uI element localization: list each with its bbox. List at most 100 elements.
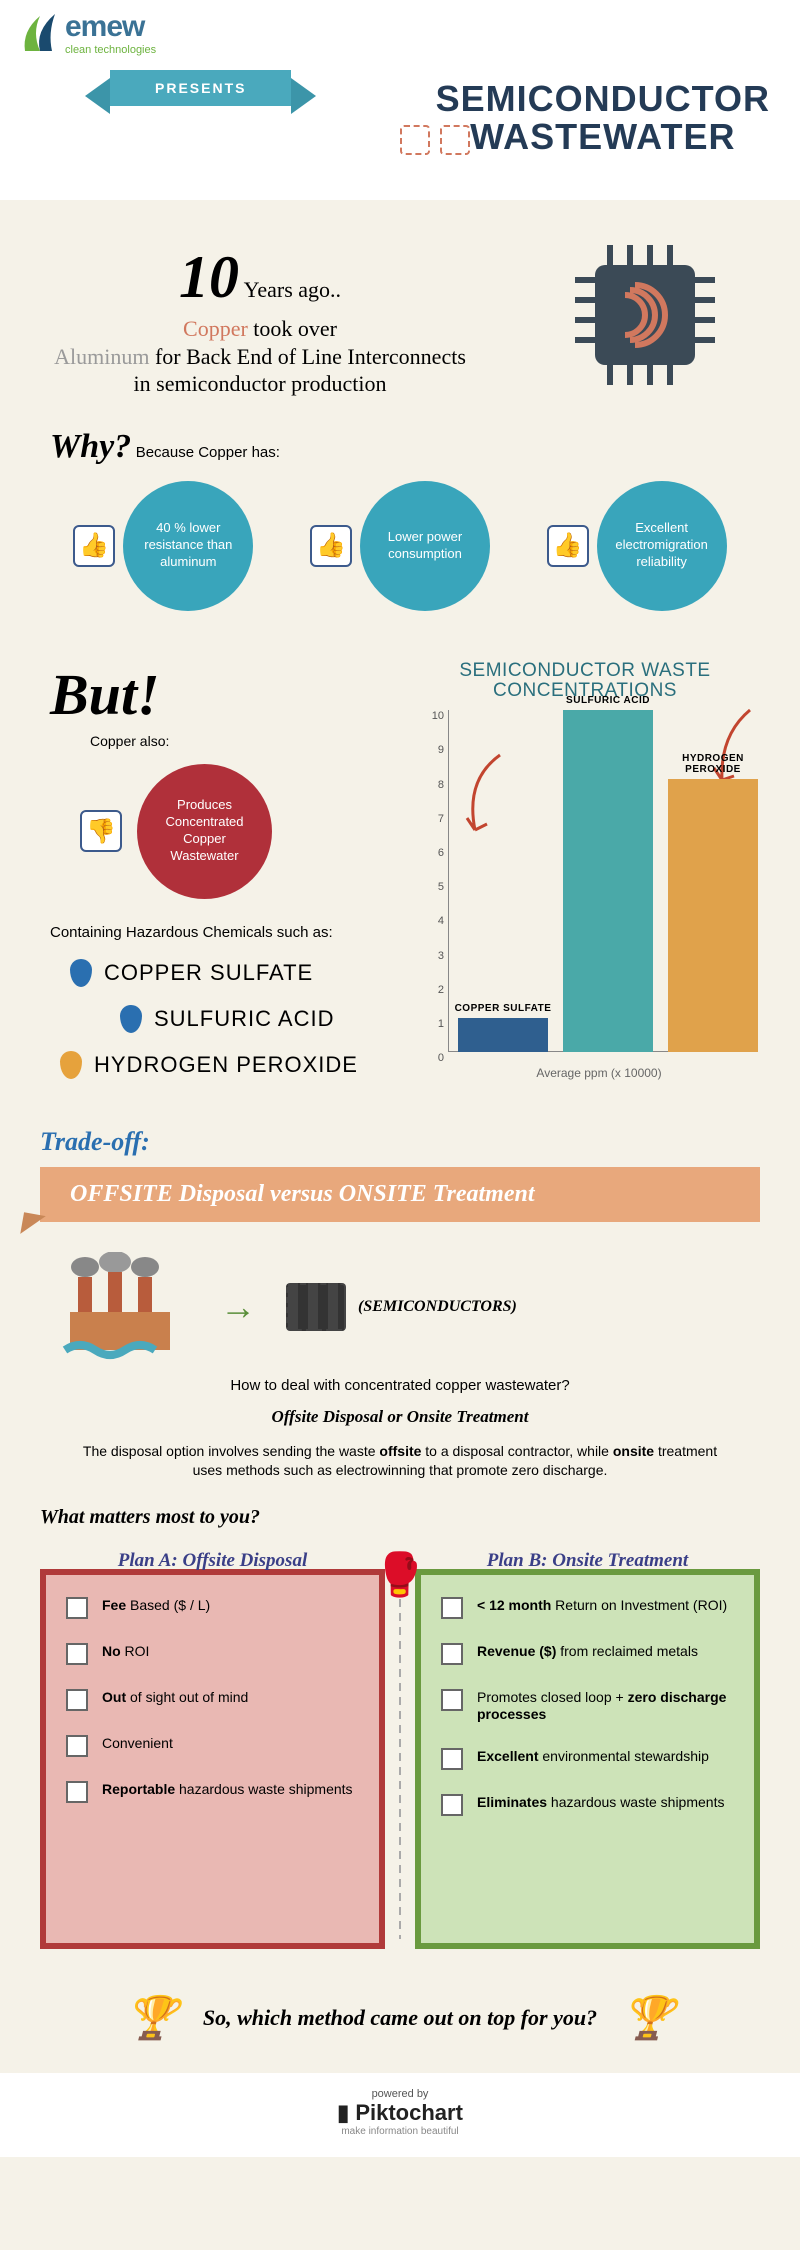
chemical-list: COPPER SULFATE SULFURIC ACID HYDROGEN PERO…: [50, 959, 390, 1079]
checkbox[interactable]: [441, 1597, 463, 1619]
plan-item-text: < 12 month Return on Investment (ROI): [477, 1597, 727, 1615]
drop-icon: [70, 959, 92, 987]
x-axis-label: Average ppm (x 10000): [448, 1066, 750, 1080]
rope-divider: [399, 1599, 401, 1939]
tradeoff-heading: Trade-off:: [0, 1117, 800, 1157]
trophy-icon: 🏆: [622, 1994, 674, 2043]
plan-item: Eliminates hazardous waste shipments: [441, 1794, 734, 1816]
boxing-gloves-icon: 🥊: [374, 1551, 426, 1600]
checkbox[interactable]: [66, 1781, 88, 1803]
y-tick: 2: [420, 984, 444, 996]
y-tick: 7: [420, 813, 444, 825]
main-title: SEMICONDUCTOR WASTEWATER: [436, 80, 770, 156]
chip-icon: [570, 240, 720, 390]
intro-text: 10 Years ago.. Copper took over Aluminum…: [50, 240, 470, 398]
checkbox[interactable]: [66, 1689, 88, 1711]
y-tick: 0: [420, 1052, 444, 1064]
thumbs-down-icon: 👍: [80, 810, 122, 852]
bar-label: HYDROGEN PEROXIDE: [653, 753, 773, 775]
why-circle: 40 % lower resistance than aluminum: [123, 481, 253, 611]
y-tick: 5: [420, 881, 444, 893]
plan-item: < 12 month Return on Investment (ROI): [441, 1597, 734, 1619]
y-tick: 1: [420, 1018, 444, 1030]
why-circle: Excellent electromigration reliability: [597, 481, 727, 611]
plan-item: Fee Based ($ / L): [66, 1597, 359, 1619]
tradeoff-description: The disposal option involves sending the…: [0, 1442, 800, 1506]
chart-bar: [563, 710, 653, 1052]
plan-b-card: Plan B: Onsite Treatment < 12 month Retu…: [415, 1569, 760, 1949]
thumbs-up-icon: 👍: [310, 525, 352, 567]
chemical-item: HYDROGEN PEROXIDE: [60, 1051, 390, 1079]
why-item: 👍40 % lower resistance than aluminum: [73, 481, 253, 611]
logo-swoosh-icon: [20, 11, 60, 56]
plan-item: Promotes closed loop + zero discharge pr…: [441, 1689, 734, 1724]
drop-icon: [60, 1051, 82, 1079]
why-heading: Why?: [50, 428, 131, 465]
checkbox[interactable]: [66, 1643, 88, 1665]
deal-question: How to deal with concentrated copper was…: [0, 1372, 800, 1399]
options-line: Offsite Disposal or Onsite Treatment: [0, 1399, 800, 1442]
checkbox[interactable]: [441, 1794, 463, 1816]
y-tick: 6: [420, 847, 444, 859]
matters-heading: What matters most to you?: [0, 1506, 800, 1539]
but-heading: But!: [50, 661, 390, 728]
semiconductor-icon: [286, 1283, 346, 1331]
plans-comparison: 🥊 Plan A: Offsite Disposal Fee Based ($ …: [0, 1569, 800, 1979]
plan-item-text: No ROI: [102, 1643, 149, 1661]
but-section: But! Copper also: 👍 Produces Concentrate…: [0, 641, 800, 1117]
y-tick: 3: [420, 950, 444, 962]
checkbox[interactable]: [441, 1643, 463, 1665]
bar-label: SULFURIC ACID: [548, 695, 668, 706]
plan-item-text: Reportable hazardous waste shipments: [102, 1781, 353, 1799]
y-tick: 4: [420, 915, 444, 927]
plan-item: Excellent environmental stewardship: [441, 1748, 734, 1770]
arrow-icon: [460, 750, 510, 840]
presents-ribbon: PRESENTS: [110, 70, 291, 106]
tradeoff-banner: OFFSITE Disposal versus ONSITE Treatment: [40, 1167, 760, 1222]
y-tick: 10: [420, 710, 444, 722]
bar-label: COPPER SULFATE: [443, 1003, 563, 1014]
chemical-item: COPPER SULFATE: [70, 959, 390, 987]
plan-item-text: Excellent environmental stewardship: [477, 1748, 709, 1766]
checkbox[interactable]: [66, 1735, 88, 1757]
factory-row: → (SEMICONDUCTORS): [0, 1222, 800, 1372]
checkbox[interactable]: [441, 1689, 463, 1711]
y-tick: 8: [420, 779, 444, 791]
header: emew clean technologies PRESENTS SEMICON…: [0, 0, 800, 200]
thumbs-up-icon: 👍: [547, 525, 589, 567]
checkbox[interactable]: [66, 1597, 88, 1619]
why-item: 👍Lower power consumption: [310, 481, 490, 611]
arrow-right-icon: →: [220, 1286, 256, 1328]
trophy-icon: 🏆: [126, 1994, 178, 2043]
y-tick: 9: [420, 744, 444, 756]
intro-section: 10 Years ago.. Copper took over Aluminum…: [0, 200, 800, 418]
chemical-item: SULFURIC ACID: [120, 1005, 390, 1033]
plan-item-text: Fee Based ($ / L): [102, 1597, 210, 1615]
plan-item-text: Revenue ($) from reclaimed metals: [477, 1643, 698, 1661]
final-question: 🏆 So, which method came out on top for y…: [0, 1979, 800, 2073]
wastewater-badge: Produces Concentrated Copper Wastewater: [137, 764, 272, 899]
drop-icon: [120, 1005, 142, 1033]
semiconductors-label: (SEMICONDUCTORS): [358, 1298, 517, 1316]
brand-name: emew: [65, 10, 156, 44]
why-circle: Lower power consumption: [360, 481, 490, 611]
plan-item-text: Out of sight out of mind: [102, 1689, 248, 1707]
chart-bar: [668, 779, 758, 1053]
checkbox[interactable]: [441, 1748, 463, 1770]
plan-item-text: Convenient: [102, 1735, 173, 1753]
factory-icon: [60, 1252, 190, 1362]
thumbs-up-icon: 👍: [73, 525, 115, 567]
plan-a-title: Plan A: Offsite Disposal: [66, 1550, 359, 1572]
why-section: Why? Because Copper has: 👍40 % lower res…: [0, 418, 800, 641]
plan-item-text: Eliminates hazardous waste shipments: [477, 1794, 724, 1812]
logo: emew clean technologies: [20, 10, 780, 56]
footer: powered by ▮ Piktochart make information…: [0, 2073, 800, 2157]
plan-item: No ROI: [66, 1643, 359, 1665]
plan-b-title: Plan B: Onsite Treatment: [441, 1550, 734, 1572]
plan-item: Convenient: [66, 1735, 359, 1757]
brand-tagline: clean technologies: [65, 44, 156, 56]
chart-bar: [458, 1018, 548, 1052]
why-item: 👍Excellent electromigration reliability: [547, 481, 727, 611]
piktochart-logo: ▮ Piktochart: [0, 2100, 800, 2126]
plan-item: Revenue ($) from reclaimed metals: [441, 1643, 734, 1665]
